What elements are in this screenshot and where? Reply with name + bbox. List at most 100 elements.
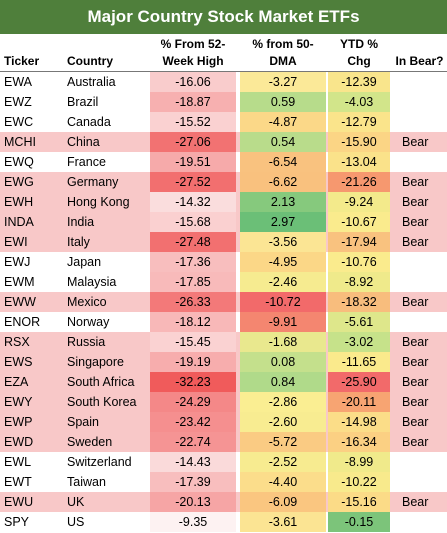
from-50-dma-cell: 0.08 (240, 352, 326, 372)
table-row: EWJ Japan -17.36 -4.95 -10.76 (0, 252, 447, 272)
ytd-change-cell: -20.11 (328, 392, 390, 412)
from-52-week-high-cell: -17.39 (150, 472, 236, 492)
table-row: EWZ Brazil -18.87 0.59 -4.03 (0, 92, 447, 112)
ticker-cell: EWL (4, 455, 32, 469)
country-cell: Australia (67, 75, 116, 89)
from-50-dma-cell: -2.46 (240, 272, 326, 292)
from-50-dma-cell: 2.97 (240, 212, 326, 232)
country-cell: Italy (67, 235, 90, 249)
header-from-52-week-high: % From 52-Week High (160, 37, 226, 68)
from-50-dma-cell: -4.40 (240, 472, 326, 492)
from-52-week-high-cell: -32.23 (150, 372, 236, 392)
table-row: EWU UK -20.13 -6.09 -15.16 Bear (0, 492, 447, 512)
country-cell: Malaysia (67, 275, 117, 289)
in-bear-cell: Bear (402, 295, 429, 309)
table-row: MCHI China -27.06 0.54 -15.90 Bear (0, 132, 447, 152)
country-cell: Germany (67, 175, 119, 189)
from-50-dma-cell: 2.13 (240, 192, 326, 212)
ytd-change-cell: -25.90 (328, 372, 390, 392)
country-cell: Norway (67, 315, 110, 329)
from-52-week-high-cell: -20.13 (150, 492, 236, 512)
table-row: EWW Mexico -26.33 -10.72 -18.32 Bear (0, 292, 447, 312)
country-cell: India (67, 215, 95, 229)
in-bear-cell: Bear (402, 215, 429, 229)
country-cell: UK (67, 495, 85, 509)
ticker-cell: EWG (4, 175, 34, 189)
ticker-cell: EWQ (4, 155, 34, 169)
table-row: EWA Australia -16.06 -3.27 -12.39 (0, 72, 447, 92)
table-title: Major Country Stock Market ETFs (0, 0, 447, 34)
from-50-dma-cell: -1.68 (240, 332, 326, 352)
ytd-change-cell: -9.24 (328, 192, 390, 212)
table-row: EWL Switzerland -14.43 -2.52 -8.99 (0, 452, 447, 472)
header-in-bear: In Bear? (395, 54, 444, 68)
from-52-week-high-cell: -22.74 (150, 432, 236, 452)
from-50-dma-cell: -4.87 (240, 112, 326, 132)
ticker-cell: EWP (4, 415, 33, 429)
country-cell: Brazil (67, 95, 99, 109)
country-cell: Taiwan (67, 475, 106, 489)
from-50-dma-cell: 0.54 (240, 132, 326, 152)
country-cell: Switzerland (67, 455, 132, 469)
from-52-week-high-cell: -27.48 (150, 232, 236, 252)
in-bear-cell: Bear (402, 355, 429, 369)
from-50-dma-cell: -5.72 (240, 432, 326, 452)
table-row: RSX Russia -15.45 -1.68 -3.02 Bear (0, 332, 447, 352)
table-header: Ticker Country % From 52-Week High % fro… (0, 34, 447, 72)
country-cell: Sweden (67, 435, 113, 449)
ticker-cell: SPY (4, 515, 30, 529)
from-52-week-high-cell: -19.51 (150, 152, 236, 172)
ytd-change-cell: -12.39 (328, 72, 390, 92)
table-row: EWH Hong Kong -14.32 2.13 -9.24 Bear (0, 192, 447, 212)
country-cell: South Africa (67, 375, 135, 389)
from-50-dma-cell: -3.56 (240, 232, 326, 252)
ticker-cell: EWI (4, 235, 28, 249)
from-52-week-high-cell: -26.33 (150, 292, 236, 312)
table-row: EWC Canada -15.52 -4.87 -12.79 (0, 112, 447, 132)
ticker-cell: EWY (4, 395, 33, 409)
from-50-dma-cell: -3.27 (240, 72, 326, 92)
country-cell: China (67, 135, 100, 149)
ticker-cell: INDA (4, 215, 34, 229)
from-50-dma-cell: -6.62 (240, 172, 326, 192)
ticker-cell: EWC (4, 115, 34, 129)
ticker-cell: EWW (4, 295, 36, 309)
ytd-change-cell: -8.92 (328, 272, 390, 292)
in-bear-cell: Bear (402, 415, 429, 429)
in-bear-cell (392, 272, 447, 292)
ticker-cell: EWT (4, 475, 32, 489)
table-row: EWY South Korea -24.29 -2.86 -20.11 Bear (0, 392, 447, 412)
from-52-week-high-cell: -16.06 (150, 72, 236, 92)
in-bear-cell: Bear (402, 435, 429, 449)
table-row: EWT Taiwan -17.39 -4.40 -10.22 (0, 472, 447, 492)
in-bear-cell: Bear (402, 175, 429, 189)
ytd-change-cell: -10.22 (328, 472, 390, 492)
ytd-change-cell: -11.65 (328, 352, 390, 372)
from-50-dma-cell: -6.54 (240, 152, 326, 172)
from-50-dma-cell: -9.91 (240, 312, 326, 332)
ticker-cell: EWS (4, 355, 33, 369)
header-country: Country (67, 54, 113, 68)
ytd-change-cell: -10.76 (328, 252, 390, 272)
ytd-change-cell: -16.34 (328, 432, 390, 452)
ticker-cell: EWM (4, 275, 35, 289)
from-52-week-high-cell: -17.36 (150, 252, 236, 272)
in-bear-cell: Bear (402, 195, 429, 209)
ticker-cell: EWJ (4, 255, 31, 269)
from-52-week-high-cell: -15.68 (150, 212, 236, 232)
from-52-week-high-cell: -18.87 (150, 92, 236, 112)
ytd-change-cell: -0.15 (328, 512, 390, 532)
header-ticker: Ticker (4, 54, 40, 68)
from-50-dma-cell: -2.86 (240, 392, 326, 412)
from-52-week-high-cell: -14.43 (150, 452, 236, 472)
ticker-cell: EWA (4, 75, 33, 89)
from-52-week-high-cell: -27.52 (150, 172, 236, 192)
ytd-change-cell: -15.90 (328, 132, 390, 152)
country-cell: Mexico (67, 295, 107, 309)
table-row: INDA India -15.68 2.97 -10.67 Bear (0, 212, 447, 232)
ticker-cell: EWD (4, 435, 34, 449)
ytd-change-cell: -15.16 (328, 492, 390, 512)
in-bear-cell (392, 512, 447, 532)
ytd-change-cell: -3.02 (328, 332, 390, 352)
table-row: EWM Malaysia -17.85 -2.46 -8.92 (0, 272, 447, 292)
